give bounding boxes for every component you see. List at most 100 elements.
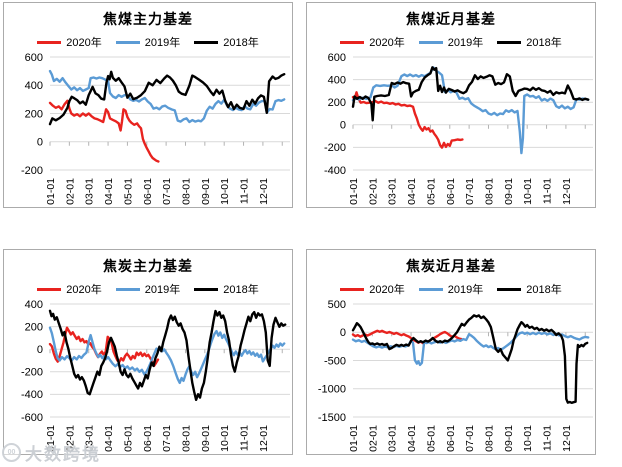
svg-text:08-01: 08-01 [483,178,495,205]
legend-item: 2018年 [194,281,259,297]
legend-item: 2018年 [194,34,259,50]
svg-text:09-01: 09-01 [503,178,515,205]
svg-text:-600: -600 [21,412,43,424]
legend-label: 2018年 [223,284,259,296]
svg-text:12-01: 12-01 [561,425,573,452]
svg-text:10-01: 10-01 [522,425,534,452]
svg-text:200: 200 [328,97,346,109]
svg-text:-1000: -1000 [318,384,346,396]
svg-text:500: 500 [328,299,346,311]
legend-swatch [418,40,443,44]
chart-box-j-main: 400 200 0 -200 -400 -600 01-01 02-01 03-01 04-01 0… [3,249,293,455]
svg-text:-200: -200 [21,165,43,177]
legend-swatch [194,40,219,44]
chart-title-jm-main: 焦煤主力基差 [103,11,193,27]
svg-text:08-01: 08-01 [180,425,192,452]
svg-text:03-01: 03-01 [84,425,96,452]
legend-swatch [37,287,62,291]
svg-text:02-01: 02-01 [367,178,379,205]
svg-text:12-01: 12-01 [258,425,270,452]
svg-text:05-01: 05-01 [425,178,437,205]
legend-label: 2020年 [369,37,405,49]
legend-label: 2018年 [223,37,259,49]
chart-legend-jm-near: 2020年 2019年 2018年 [307,34,595,50]
legend-label: 2018年 [526,284,562,296]
legend-swatch [497,40,522,44]
svg-text:07-01: 07-01 [464,178,476,205]
legend-item: 2019年 [418,34,484,50]
legend-item: 2020年 [37,34,102,50]
chart-legend-jm-main: 2020年 2019年 2018年 [4,34,292,50]
legend-label: 2018年 [526,37,562,49]
svg-text:01-01: 01-01 [45,425,57,452]
legend-label: 2020年 [369,284,405,296]
svg-text:200: 200 [25,321,43,333]
svg-text:11-01: 11-01 [542,178,554,204]
svg-text:11-01: 11-01 [542,425,554,451]
legend-item: 2020年 [340,281,405,297]
chart-box-jm-near: 600 400 200 0 -200 -400 01-01 02-01 03-01 04-01 05… [306,2,596,208]
svg-text:08-01: 08-01 [483,425,495,452]
svg-text:0: 0 [37,344,43,356]
svg-text:04-01: 04-01 [406,425,418,452]
svg-text:06-01: 06-01 [142,425,154,452]
svg-text:12-01: 12-01 [561,178,573,205]
svg-text:07-01: 07-01 [161,425,173,452]
chart-box-j-near: 500 0 -500 -1000 -1500 01-01 02-01 03-01 04-01 05… [306,249,596,455]
svg-text:09-01: 09-01 [200,425,212,452]
svg-text:04-01: 04-01 [103,425,115,452]
watermark: 00 大数跨境 [2,440,101,465]
svg-text:06-01: 06-01 [445,178,457,205]
svg-text:08-01: 08-01 [180,178,192,205]
svg-text:0: 0 [340,120,346,132]
legend-item: 2018年 [497,281,562,297]
svg-text:0: 0 [37,137,43,149]
legend-swatch [115,40,140,44]
svg-text:0: 0 [340,327,346,339]
chart-legend-j-near: 2020年 2019年 2018年 [307,281,595,297]
legend-item: 2018年 [497,34,562,50]
svg-text:06-01: 06-01 [445,425,457,452]
svg-text:-500: -500 [324,355,346,367]
legend-label: 2020年 [66,37,102,49]
legend-item: 2020年 [37,281,102,297]
svg-text:01-01: 01-01 [348,425,360,452]
svg-text:03-01: 03-01 [387,178,399,205]
watermark-text: 大数跨境 [25,445,101,464]
svg-text:05-01: 05-01 [122,425,134,452]
legend-label: 2019年 [447,37,484,49]
legend-swatch [418,287,443,291]
legend-item: 2019年 [115,34,180,50]
svg-text:200: 200 [25,108,43,120]
svg-text:07-01: 07-01 [161,178,173,205]
legend-swatch [340,40,365,44]
svg-text:09-01: 09-01 [200,178,212,205]
chart-title-jm-near: 焦煤近月基差 [406,11,496,27]
svg-text:-200: -200 [324,142,346,154]
svg-text:-400: -400 [324,165,346,177]
svg-text:11-01: 11-01 [239,425,251,451]
legend-swatch [37,40,62,44]
svg-text:10-01: 10-01 [219,425,231,452]
svg-text:400: 400 [25,80,43,92]
svg-text:05-01: 05-01 [122,178,134,205]
svg-text:02-01: 02-01 [367,425,379,452]
svg-text:600: 600 [328,52,346,64]
svg-text:10-01: 10-01 [219,178,231,205]
legend-item: 2020年 [340,34,405,50]
chart-title-j-main: 焦炭主力基差 [103,258,193,274]
svg-text:04-01: 04-01 [406,178,418,205]
svg-text:01-01: 01-01 [45,178,57,205]
svg-text:12-01: 12-01 [258,178,270,205]
svg-text:06-01: 06-01 [142,178,154,205]
chart-box-jm-main: 600 400 200 0 -200 01-01 02-01 03-01 04-01 05-01 0… [3,2,293,208]
svg-text:05-01: 05-01 [425,425,437,452]
svg-text:03-01: 03-01 [387,425,399,452]
legend-label: 2019年 [447,284,484,296]
svg-text:-1500: -1500 [318,412,346,424]
watermark-logo-icon: 00 [2,443,21,462]
